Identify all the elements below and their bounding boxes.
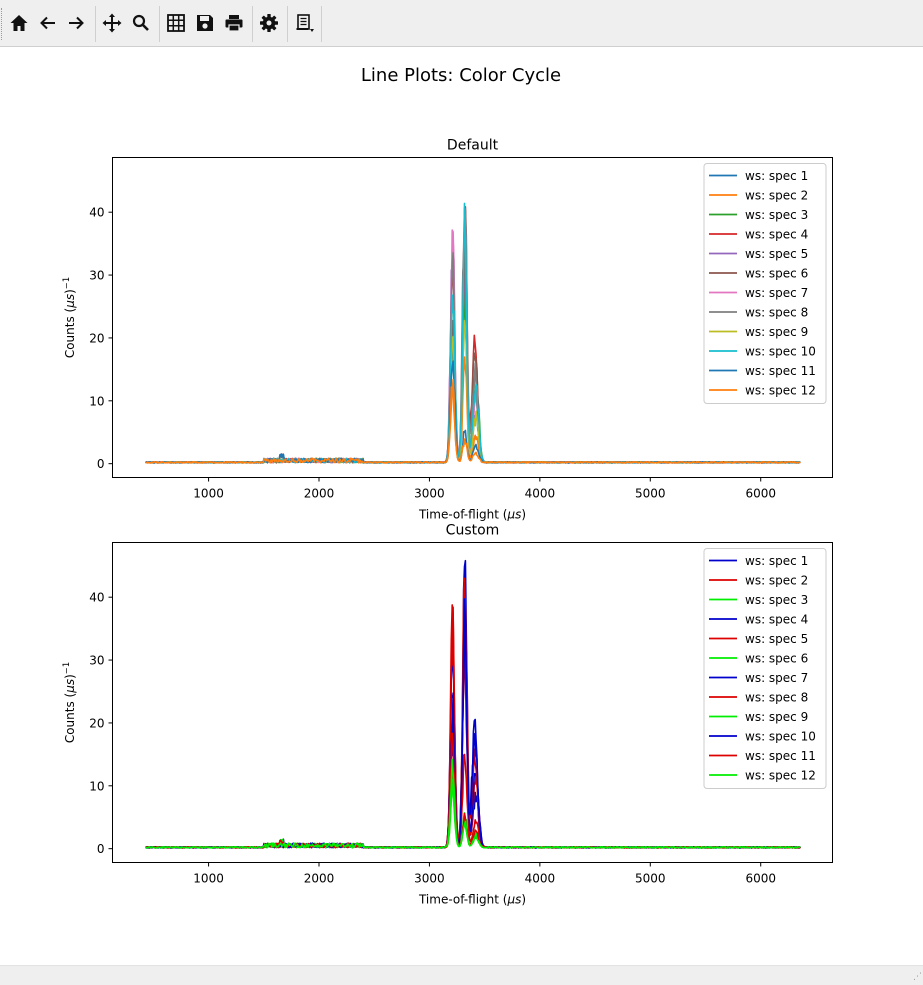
legend-entry: ws: spec 8 [745, 691, 808, 705]
axes-frame [112, 542, 833, 863]
toolbar-separator [287, 6, 288, 42]
y-tick-label: 30 [89, 269, 104, 283]
gear-icon [260, 14, 278, 32]
y-tick-label: 10 [89, 779, 104, 793]
toolbar-separator [159, 6, 160, 42]
print-button[interactable] [221, 10, 247, 36]
y-tick-label: 20 [89, 716, 104, 730]
series-line [145, 202, 801, 464]
legend-frame [703, 163, 827, 404]
legend-entry: ws: spec 11 [745, 364, 816, 378]
legend-entry: ws: spec 3 [745, 208, 808, 222]
legend[interactable]: ws: spec 1 ws: spec 2 ws: spec 3 ws: spec 4… [703, 548, 827, 789]
plot-lines [145, 202, 801, 464]
toolbar-separator [252, 6, 253, 42]
zoom-button[interactable] [128, 10, 154, 36]
legend-entry: ws: spec 1 [745, 554, 808, 568]
axes-default[interactable]: Default 1000 2000 3000 4000 5000 6000 0 10 20 30 40… [61, 138, 833, 522]
x-tick-label: 1000 [193, 872, 224, 886]
script-button[interactable] [292, 10, 318, 36]
pan-button[interactable] [99, 10, 125, 36]
x-tick-label: 1000 [193, 487, 224, 501]
x-axis-label: Time-of-flight (μs) [418, 508, 526, 522]
script-dropdown-icon [296, 14, 314, 32]
y-tick-label: 40 [89, 206, 104, 220]
axes-title: Custom [446, 523, 500, 539]
x-tick-label: 5000 [635, 872, 666, 886]
legend-entry: ws: spec 6 [745, 267, 808, 281]
y-tick-label: 20 [89, 331, 104, 345]
legend-entry: ws: spec 9 [745, 325, 808, 339]
y-axis-label: Counts (μs)−1 [61, 662, 77, 743]
legend-entry: ws: spec 5 [745, 247, 808, 261]
toolbar-separator [321, 6, 322, 42]
legend-entry: ws: spec 6 [745, 652, 808, 666]
grid-icon [167, 14, 185, 32]
legend-entry: ws: spec 9 [745, 710, 808, 724]
legend-entry: ws: spec 4 [745, 228, 808, 242]
x-axis-label: Time-of-flight (μs) [418, 893, 526, 907]
forward-button[interactable] [63, 10, 89, 36]
x-tick-label: 6000 [745, 872, 776, 886]
series-line [145, 378, 801, 464]
legend-entry: ws: spec 2 [745, 574, 808, 588]
magnifier-icon [132, 14, 149, 31]
y-tick-label: 0 [97, 457, 105, 471]
axes-frame [112, 157, 833, 478]
legend-entry: ws: spec 8 [745, 306, 808, 320]
legend-entry: ws: spec 1 [745, 169, 808, 183]
x-tick-label: 4000 [525, 872, 556, 886]
legend-entry: ws: spec 7 [745, 286, 808, 300]
axes-custom[interactable]: Custom 1000 2000 3000 4000 5000 6000 0 10 20 30 40 T… [61, 523, 833, 907]
legend-entry: ws: spec 2 [745, 189, 808, 203]
legend-entry: ws: spec 7 [745, 671, 808, 685]
toolbar-grip[interactable] [1, 8, 4, 40]
x-tick-label: 2000 [304, 487, 335, 501]
back-button[interactable] [35, 10, 61, 36]
legend-entry: ws: spec 5 [745, 632, 808, 646]
legend[interactable]: ws: spec 1 ws: spec 2 ws: spec 3 ws: spec 4… [703, 163, 827, 404]
legend-entry: ws: spec 11 [745, 749, 816, 763]
axes-title: Default [447, 138, 499, 154]
x-tick-label: 6000 [745, 487, 776, 501]
legend-entry: ws: spec 10 [745, 730, 816, 744]
arrow-left-icon [40, 16, 55, 30]
legend-entry: ws: spec 12 [745, 384, 816, 398]
x-tick-label: 5000 [635, 487, 666, 501]
home-icon [10, 15, 28, 31]
status-bar: ⋰ [0, 965, 923, 985]
y-tick-label: 40 [89, 591, 104, 605]
figure-canvas[interactable]: Line Plots: Color Cycle Default 1000 2000 3… [0, 48, 923, 965]
y-axis-label: Counts (μs)−1 [61, 277, 77, 358]
legend-entry: ws: spec 4 [745, 613, 808, 627]
plot-lines [145, 559, 801, 849]
toolbar-separator [95, 6, 96, 42]
printer-icon [225, 15, 243, 32]
legend-entry: ws: spec 12 [745, 769, 816, 783]
arrow-right-icon [69, 16, 84, 30]
save-button[interactable] [192, 10, 218, 36]
x-tick-label: 3000 [414, 487, 445, 501]
resize-grip-icon[interactable]: ⋰ [913, 972, 922, 982]
y-tick-label: 10 [89, 394, 104, 408]
navigation-toolbar [0, 0, 923, 47]
y-tick-label: 30 [89, 654, 104, 668]
floppy-icon [197, 15, 213, 31]
move-icon [102, 13, 122, 33]
legend-frame [703, 548, 827, 789]
legend-entry: ws: spec 3 [745, 593, 808, 607]
y-tick-label: 0 [97, 842, 105, 856]
x-tick-label: 4000 [525, 487, 556, 501]
series-line [145, 758, 801, 849]
grid-button[interactable] [163, 10, 189, 36]
home-button[interactable] [6, 10, 32, 36]
settings-button[interactable] [256, 10, 282, 36]
x-tick-label: 2000 [304, 872, 335, 886]
figure-suptitle: Line Plots: Color Cycle [361, 65, 561, 86]
x-tick-label: 3000 [414, 872, 445, 886]
legend-entry: ws: spec 10 [745, 345, 816, 359]
